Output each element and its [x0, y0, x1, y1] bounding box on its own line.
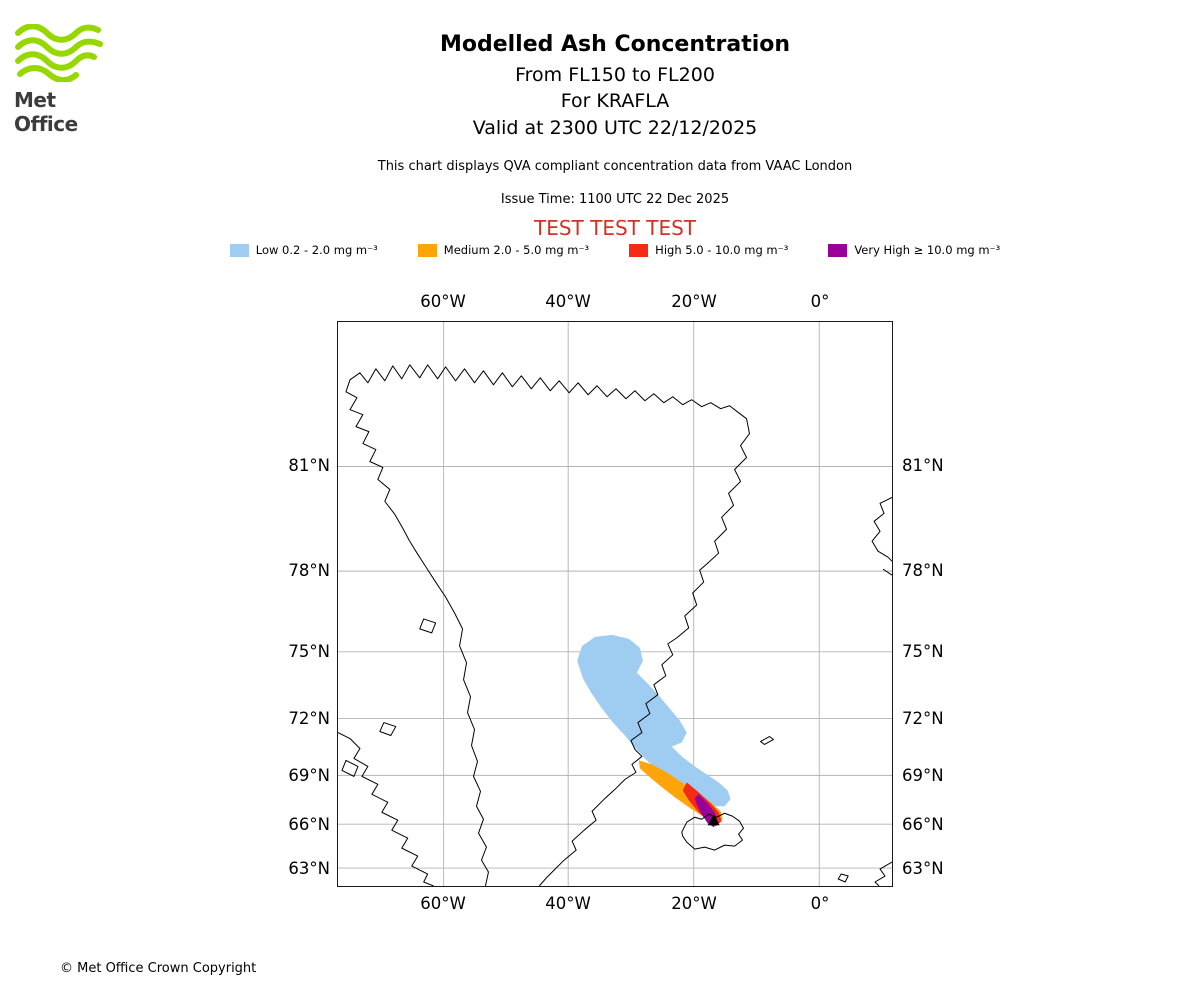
test-banner: TEST TEST TEST: [533, 216, 696, 240]
y-tick-right-66n: 66°N: [902, 815, 944, 834]
coastline-svalbard-2: [882, 568, 892, 576]
coastline-jan-mayen: [759, 736, 774, 745]
legend-label-medium: Medium 2.0 - 5.0 mg m⁻³: [443, 243, 590, 257]
x-tick-bottom-20w: 20°W: [671, 894, 717, 913]
y-tick-left-78n: 78°N: [288, 561, 330, 580]
y-tick-right-72n: 72°N: [902, 709, 944, 728]
volcano-marker: [707, 814, 720, 826]
y-tick-right-75n: 75°N: [902, 642, 944, 661]
y-tick-left-66n: 66°N: [288, 815, 330, 834]
subtitle-volcano: For KRAFLA: [560, 90, 670, 112]
y-tick-right-78n: 78°N: [902, 561, 944, 580]
chart-description: This chart displays QVA compliant concen…: [377, 159, 853, 174]
page-title: Modelled Ash Concentration: [439, 32, 791, 57]
legend-item-low: Low 0.2 - 2.0 mg m⁻³: [229, 243, 378, 257]
x-tick-top-40w: 40°W: [545, 292, 591, 311]
coastline-iceland: [681, 812, 745, 851]
legend-label-very-high: Very High ≥ 10.0 mg m⁻³: [854, 243, 1001, 257]
legend-item-medium: Medium 2.0 - 5.0 mg m⁻³: [417, 243, 590, 257]
y-tick-right-69n: 69°N: [902, 766, 944, 785]
y-tick-left-72n: 72°N: [288, 709, 330, 728]
coastlines: [338, 364, 892, 886]
coastline-disko-island: [419, 618, 437, 634]
issue-time: Issue Time: 1100 UTC 22 Dec 2025: [500, 192, 730, 207]
map-panel: [337, 321, 893, 887]
subtitle-valid-time: Valid at 2300 UTC 22/12/2025: [472, 117, 758, 139]
coastline-svalbard: [871, 496, 892, 562]
coastline-greenland: [345, 364, 751, 886]
legend-swatch-very-high: [828, 243, 848, 257]
graticule: [338, 322, 892, 886]
x-tick-top-60w: 60°W: [420, 292, 466, 311]
y-tick-left-75n: 75°N: [288, 642, 330, 661]
y-tick-right-81n: 81°N: [902, 456, 944, 475]
x-tick-bottom-40w: 40°W: [545, 894, 591, 913]
coastline-small-island-1: [341, 759, 359, 777]
met-office-logo: Met Office: [14, 23, 124, 136]
coastline-faroe: [837, 873, 849, 883]
x-tick-top-0: 0°: [810, 292, 830, 311]
y-tick-left-63n: 63°N: [288, 859, 330, 878]
x-tick-top-20w: 20°W: [671, 292, 717, 311]
ash-plume-low: [577, 634, 731, 807]
coastline-norway: [874, 861, 892, 886]
y-tick-right-63n: 63°N: [902, 859, 944, 878]
y-tick-left-69n: 69°N: [288, 766, 330, 785]
legend-swatch-low: [229, 243, 249, 257]
legend-label-high: High 5.0 - 10.0 mg m⁻³: [655, 243, 789, 257]
legend-swatch-high: [629, 243, 649, 257]
legend-item-very-high: Very High ≥ 10.0 mg m⁻³: [828, 243, 1000, 257]
coastline-small-island-2: [379, 722, 397, 737]
coastline-baffin-island: [338, 732, 434, 886]
legend-item-high: High 5.0 - 10.0 mg m⁻³: [629, 243, 788, 257]
legend-swatch-medium: [417, 243, 437, 257]
y-tick-left-81n: 81°N: [288, 456, 330, 475]
logo-wordmark: Met Office: [14, 88, 78, 136]
x-tick-bottom-60w: 60°W: [420, 894, 466, 913]
subtitle-flight-levels: From FL150 to FL200: [515, 64, 715, 86]
map-canvas: [338, 322, 892, 886]
x-tick-bottom-0: 0°: [810, 894, 830, 913]
legend: Low 0.2 - 2.0 mg m⁻³ Medium 2.0 - 5.0 mg…: [30, 243, 1200, 257]
met-office-waves-icon: [15, 23, 103, 84]
legend-label-low: Low 0.2 - 2.0 mg m⁻³: [255, 243, 378, 257]
copyright-notice: © Met Office Crown Copyright: [60, 961, 257, 976]
